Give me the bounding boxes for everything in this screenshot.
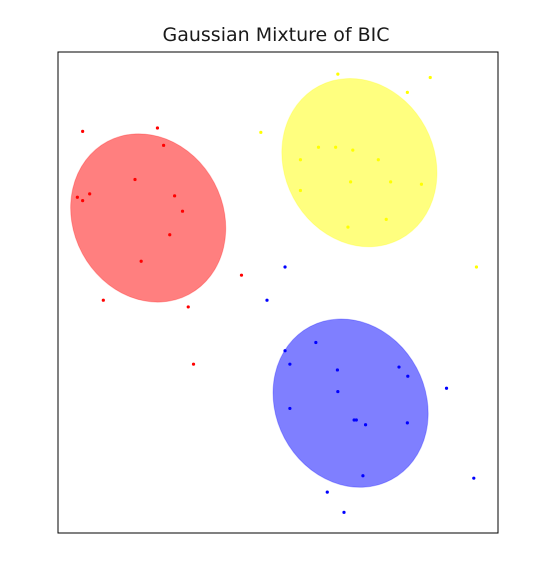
data-point-s3-11	[288, 406, 292, 411]
data-point-s3-9	[444, 386, 449, 390]
chart-title: Gaussian Mixture of BIC	[163, 24, 390, 46]
data-point-s1-10	[168, 233, 172, 237]
data-point-s1-3	[162, 143, 166, 147]
data-point-s1-5	[81, 199, 85, 203]
data-point-s3-18	[325, 490, 329, 494]
data-point-s2-6	[334, 145, 338, 149]
data-point-s2-13	[298, 188, 303, 193]
data-point-s3-4	[283, 349, 287, 353]
data-point-s3-8	[406, 374, 410, 378]
data-point-s2-15	[346, 225, 350, 229]
data-point-s2-3	[405, 90, 409, 95]
data-point-s3-6	[335, 368, 339, 372]
data-point-s2-4	[259, 130, 263, 134]
data-point-s2-9	[376, 158, 380, 162]
plot-frame	[57, 51, 499, 534]
scatter-points	[75, 72, 479, 514]
data-point-s1-9	[180, 209, 185, 213]
data-point-s1-11	[139, 259, 143, 263]
data-point-s3-14	[363, 423, 368, 427]
data-point-s1-14	[186, 305, 190, 309]
data-point-s1-1	[81, 129, 85, 133]
component-ellipse-3	[272, 318, 429, 488]
data-point-s3-10	[336, 389, 340, 394]
data-point-s3-2	[265, 298, 269, 302]
data-point-s3-19	[342, 510, 346, 514]
data-point-s1-4	[75, 195, 79, 199]
data-point-s1-12	[239, 273, 244, 277]
data-point-s2-12	[419, 182, 424, 186]
data-point-s2-10	[349, 180, 353, 184]
data-point-s3-7	[397, 365, 401, 369]
data-point-s2-14	[384, 217, 388, 221]
data-point-s3-12	[352, 418, 356, 422]
data-point-s1-8	[173, 194, 177, 198]
data-point-s3-16	[361, 474, 365, 478]
data-point-s3-15	[405, 421, 409, 425]
data-point-s3-17	[472, 476, 476, 480]
data-point-s1-2	[155, 126, 160, 130]
data-point-s3-1	[283, 265, 287, 269]
data-point-s1-15	[191, 362, 196, 366]
component-ellipse-1	[70, 133, 227, 303]
data-point-s1-6	[88, 192, 92, 196]
data-point-s2-16	[474, 265, 479, 269]
component-ellipse-2	[281, 78, 438, 248]
data-point-s3-13	[354, 418, 358, 422]
mixture-components	[70, 78, 438, 488]
data-point-s1-7	[133, 177, 137, 182]
data-point-s1-13	[101, 298, 105, 302]
data-point-s2-5	[316, 145, 321, 149]
data-point-s3-3	[314, 340, 318, 345]
data-point-s2-1	[336, 72, 340, 76]
data-point-s2-7	[351, 148, 355, 152]
data-point-s3-5	[288, 362, 292, 366]
data-point-s2-2	[428, 75, 432, 80]
data-point-s2-11	[389, 180, 393, 184]
data-point-s2-8	[298, 158, 303, 162]
